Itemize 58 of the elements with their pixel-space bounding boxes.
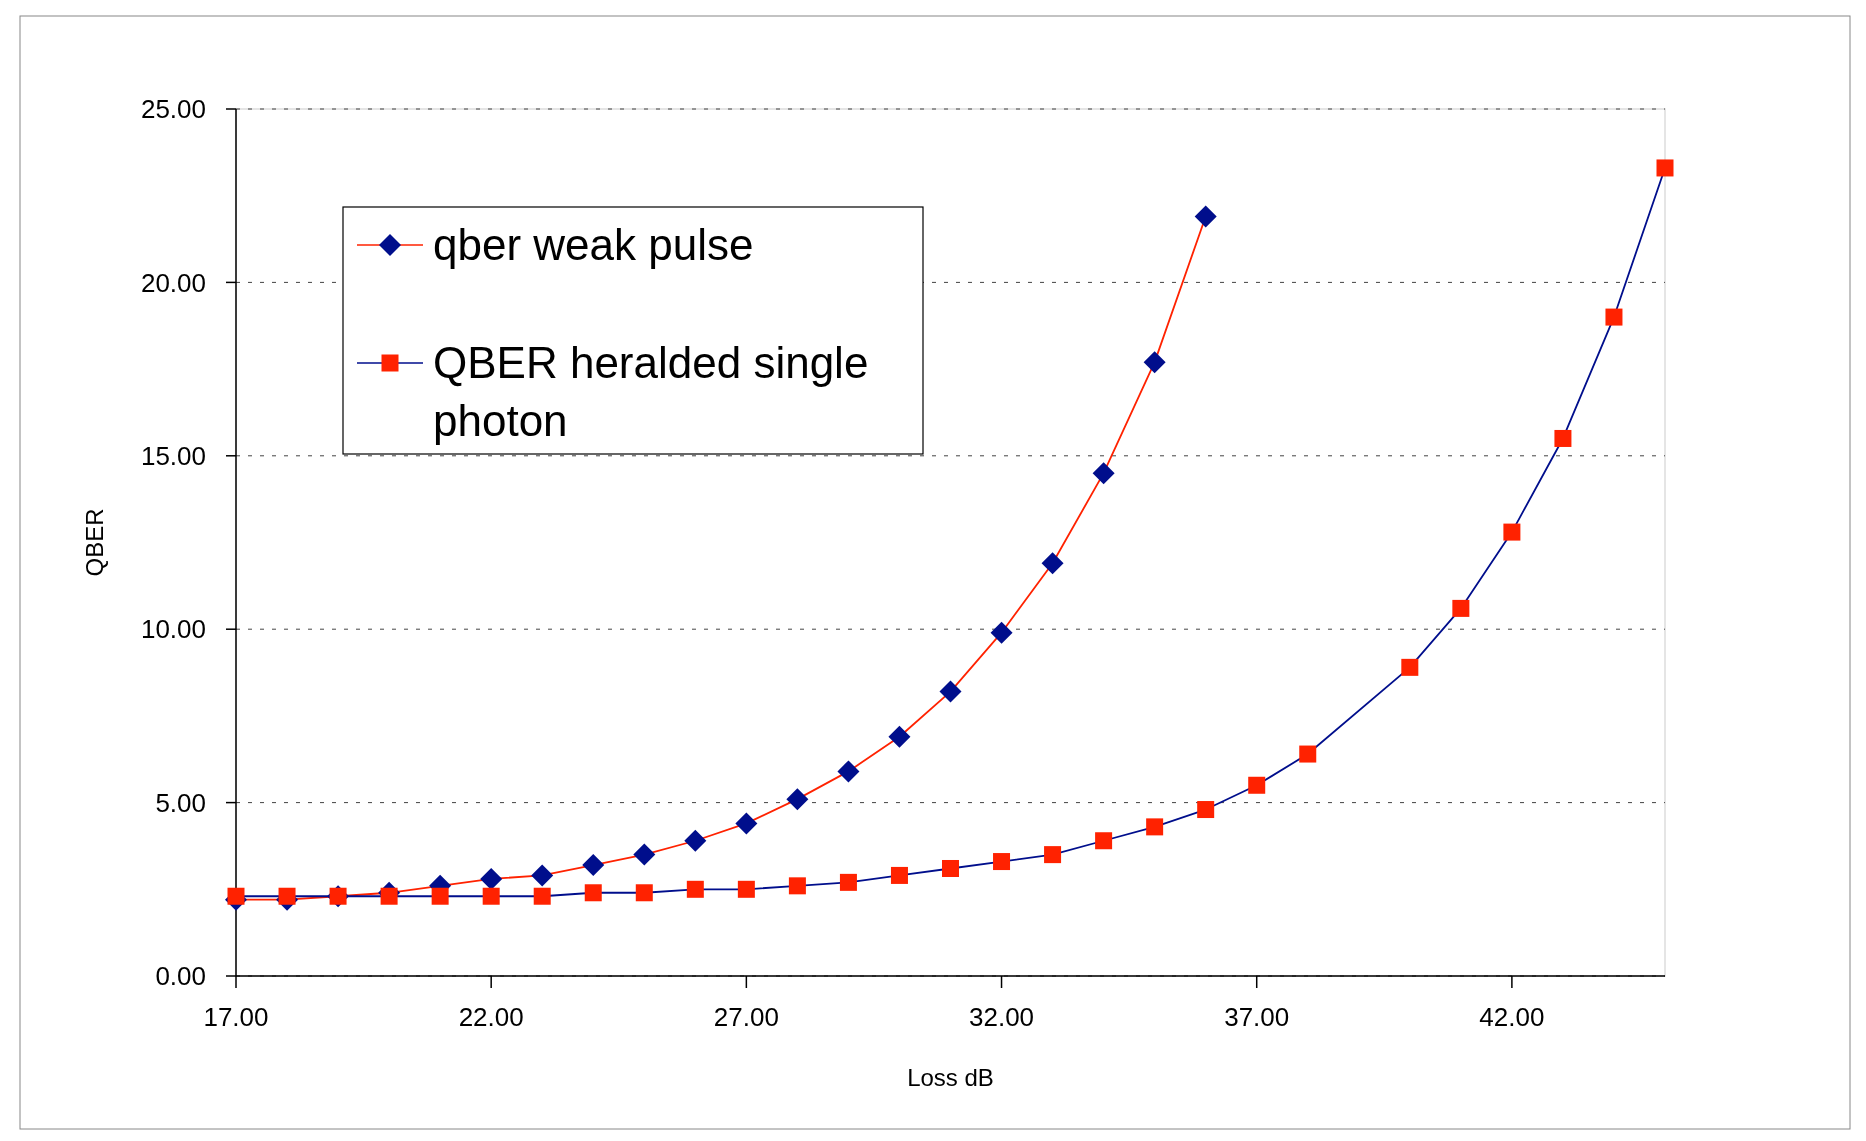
x-tick-label: 22.00 xyxy=(458,1002,524,1032)
point xyxy=(1401,658,1419,676)
point xyxy=(1503,523,1521,541)
point xyxy=(1605,308,1623,326)
y-tick-label: 15.00 xyxy=(140,440,206,471)
x-tick-label: 37.00 xyxy=(1224,1002,1290,1032)
point xyxy=(1248,776,1266,794)
y-tick-label: 0.00 xyxy=(155,961,206,992)
point xyxy=(533,887,551,905)
point xyxy=(584,884,602,902)
legend-label: QBER heralded single photon xyxy=(433,338,869,445)
point xyxy=(939,680,962,703)
point xyxy=(684,829,707,852)
point xyxy=(737,880,755,898)
point xyxy=(890,866,908,884)
x-tick-label: 17.00 xyxy=(203,1002,269,1032)
point xyxy=(633,843,656,866)
y-tick-label: 5.00 xyxy=(155,787,206,818)
point xyxy=(1095,832,1113,850)
point xyxy=(380,887,398,905)
x-tick-label: 27.00 xyxy=(713,1002,779,1032)
point xyxy=(1452,599,1470,617)
point xyxy=(786,788,809,811)
x-tick-label: 42.00 xyxy=(1479,1002,1545,1032)
point xyxy=(735,812,758,835)
legend-label: qber weak pulse xyxy=(433,220,754,270)
point xyxy=(531,864,554,887)
point xyxy=(942,859,959,877)
point xyxy=(431,887,449,905)
point xyxy=(837,760,860,783)
point xyxy=(278,887,296,905)
x-tick-label: 32.00 xyxy=(969,1002,1035,1032)
y-tick-label: 25.00 xyxy=(140,94,206,125)
point xyxy=(990,621,1013,644)
point xyxy=(1194,205,1217,228)
point xyxy=(1197,801,1215,819)
point xyxy=(227,887,245,905)
point xyxy=(1143,351,1166,374)
point xyxy=(1092,462,1115,485)
y-tick-label: 20.00 xyxy=(140,267,206,298)
point xyxy=(1044,846,1062,864)
x-axis-title: Loss dB xyxy=(907,1064,994,1091)
point xyxy=(1554,429,1572,447)
point xyxy=(686,880,704,898)
point xyxy=(788,877,806,895)
point xyxy=(635,884,653,902)
point xyxy=(582,854,605,877)
point xyxy=(1146,818,1164,836)
y-tick-label: 10.00 xyxy=(140,614,206,645)
point xyxy=(1299,745,1317,763)
point xyxy=(1041,552,1064,575)
y-axis-title: QBER xyxy=(81,508,108,577)
point xyxy=(888,725,911,748)
point xyxy=(1656,159,1674,177)
point xyxy=(993,853,1011,871)
point xyxy=(482,887,500,905)
point xyxy=(839,873,857,891)
point xyxy=(480,867,503,890)
